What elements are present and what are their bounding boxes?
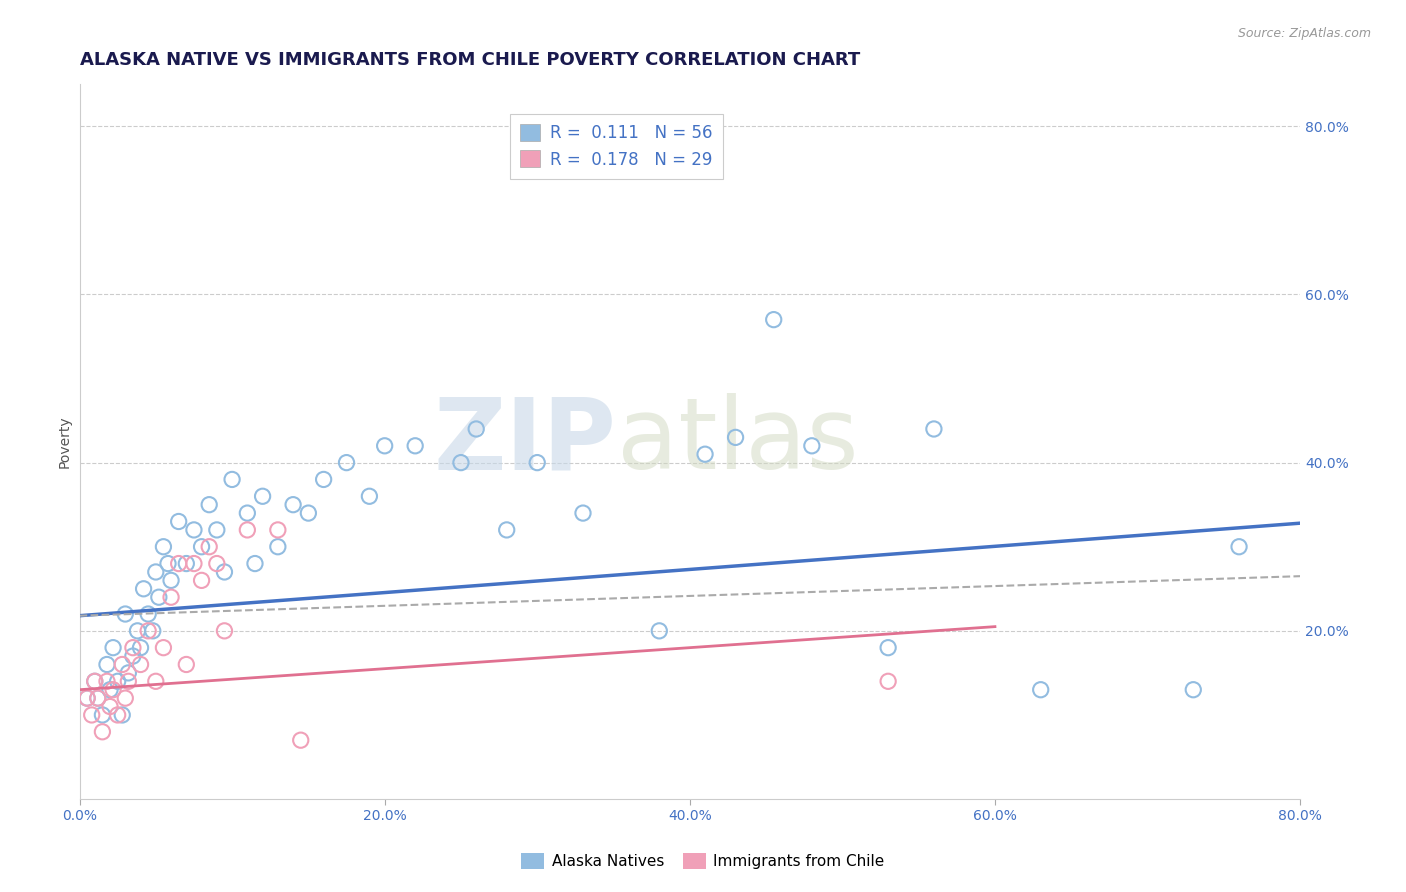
Point [107, 708, 129, 723]
Point [214, 624, 236, 638]
Point [877, 640, 900, 655]
Point [190, 574, 212, 588]
Point [236, 506, 259, 520]
Point [495, 523, 517, 537]
Point [214, 565, 236, 579]
Point [142, 624, 165, 638]
Point [176, 657, 198, 672]
Point [87, 691, 110, 706]
Legend: Alaska Natives, Immigrants from Chile: Alaska Natives, Immigrants from Chile [516, 847, 890, 875]
Point [335, 456, 357, 470]
Point [152, 540, 174, 554]
Point [160, 574, 183, 588]
Point [136, 624, 159, 638]
Point [1182, 682, 1205, 697]
Y-axis label: Poverty: Poverty [58, 416, 72, 468]
Point [96, 657, 118, 672]
Point [1029, 682, 1052, 697]
Point [111, 708, 134, 723]
Point [122, 649, 145, 664]
Point [465, 422, 488, 436]
Point [800, 439, 823, 453]
Point [76, 691, 98, 706]
Point [198, 498, 221, 512]
Text: Source: ZipAtlas.com: Source: ZipAtlas.com [1237, 27, 1371, 40]
Point [267, 540, 290, 554]
Point [111, 657, 134, 672]
Text: atlas: atlas [617, 393, 858, 490]
Point [167, 515, 190, 529]
Point [243, 557, 266, 571]
Point [290, 733, 312, 747]
Point [160, 591, 183, 605]
Point [129, 640, 152, 655]
Legend: R =  0.111   N = 56, R =  0.178   N = 29: R = 0.111 N = 56, R = 0.178 N = 29 [510, 114, 723, 178]
Point [114, 607, 136, 621]
Point [922, 422, 945, 436]
Point [648, 624, 671, 638]
Point [152, 640, 174, 655]
Text: ZIP: ZIP [433, 393, 617, 490]
Point [572, 506, 595, 520]
Point [190, 540, 212, 554]
Point [221, 472, 243, 486]
Point [87, 691, 110, 706]
Point [236, 523, 259, 537]
Point [114, 691, 136, 706]
Point [693, 447, 716, 461]
Point [76, 691, 98, 706]
Point [526, 456, 548, 470]
Point [183, 557, 205, 571]
Point [96, 674, 118, 689]
Point [83, 674, 105, 689]
Point [252, 489, 274, 503]
Point [122, 640, 145, 655]
Text: ALASKA NATIVE VS IMMIGRANTS FROM CHILE POVERTY CORRELATION CHART: ALASKA NATIVE VS IMMIGRANTS FROM CHILE P… [80, 51, 859, 69]
Point [148, 591, 170, 605]
Point [91, 724, 114, 739]
Point [450, 456, 472, 470]
Point [127, 624, 149, 638]
Point [281, 498, 304, 512]
Point [312, 472, 335, 486]
Point [107, 674, 129, 689]
Point [205, 557, 228, 571]
Point [129, 657, 152, 672]
Point [762, 312, 785, 326]
Point [183, 523, 205, 537]
Point [132, 582, 155, 596]
Point [117, 674, 139, 689]
Point [145, 565, 167, 579]
Point [101, 640, 124, 655]
Point [1227, 540, 1250, 554]
Point [98, 682, 121, 697]
Point [176, 557, 198, 571]
Point [267, 523, 290, 537]
Point [167, 557, 190, 571]
Point [80, 708, 103, 723]
Point [198, 540, 221, 554]
Point [404, 439, 426, 453]
Point [374, 439, 396, 453]
Point [156, 557, 179, 571]
Point [117, 665, 139, 680]
Point [98, 699, 121, 714]
Point [297, 506, 319, 520]
Point [91, 708, 114, 723]
Point [359, 489, 381, 503]
Point [83, 674, 105, 689]
Point [101, 682, 124, 697]
Point [136, 607, 159, 621]
Point [205, 523, 228, 537]
Point [145, 674, 167, 689]
Point [877, 674, 900, 689]
Point [724, 430, 747, 444]
